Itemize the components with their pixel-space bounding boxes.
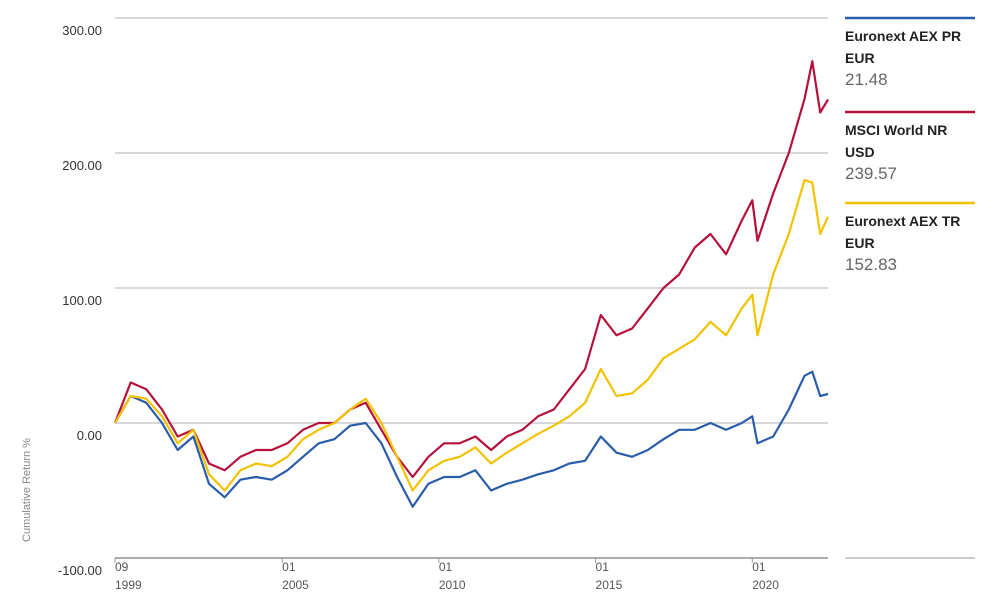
legend-label: MSCI World NR USD [845, 122, 948, 160]
series-line [113, 60, 829, 479]
y-tick-label: 300.00 [62, 23, 102, 38]
legend-entry: Euronext AEX TR EUR 152.83 [845, 204, 975, 276]
legend-value: 152.83 [845, 255, 897, 274]
x-tick-label: 1999 [115, 578, 142, 592]
legend-entry: Euronext AEX PR EUR 21.48 [845, 19, 975, 91]
x-tick-label: 2015 [596, 578, 623, 592]
legend-label: Euronext AEX TR EUR [845, 213, 961, 251]
x-tick-label: 09 [115, 560, 129, 574]
series-line [114, 370, 829, 508]
y-axis-label: Cumulative Return % [21, 438, 33, 542]
x-tick-label: 2005 [282, 578, 309, 592]
x-tick-label: 01 [439, 560, 453, 574]
x-tick-label: 2020 [752, 578, 779, 592]
x-tick-label: 2010 [439, 578, 466, 592]
legend-entry: MSCI World NR USD 239.57 [845, 113, 975, 185]
y-tick-label: 100.00 [62, 293, 102, 308]
legend-value: 21.48 [845, 70, 888, 89]
y-tick-label: -100.00 [58, 563, 102, 578]
legend-value: 239.57 [845, 164, 897, 183]
legend-label: Euronext AEX PR EUR [845, 28, 962, 66]
y-tick-label: 200.00 [62, 158, 102, 173]
x-tick-label: 01 [282, 560, 296, 574]
y-tick-label: 0.00 [77, 428, 102, 443]
x-tick-label: 01 [596, 560, 610, 574]
x-tick-label: 01 [752, 560, 766, 574]
series-line [114, 178, 830, 492]
